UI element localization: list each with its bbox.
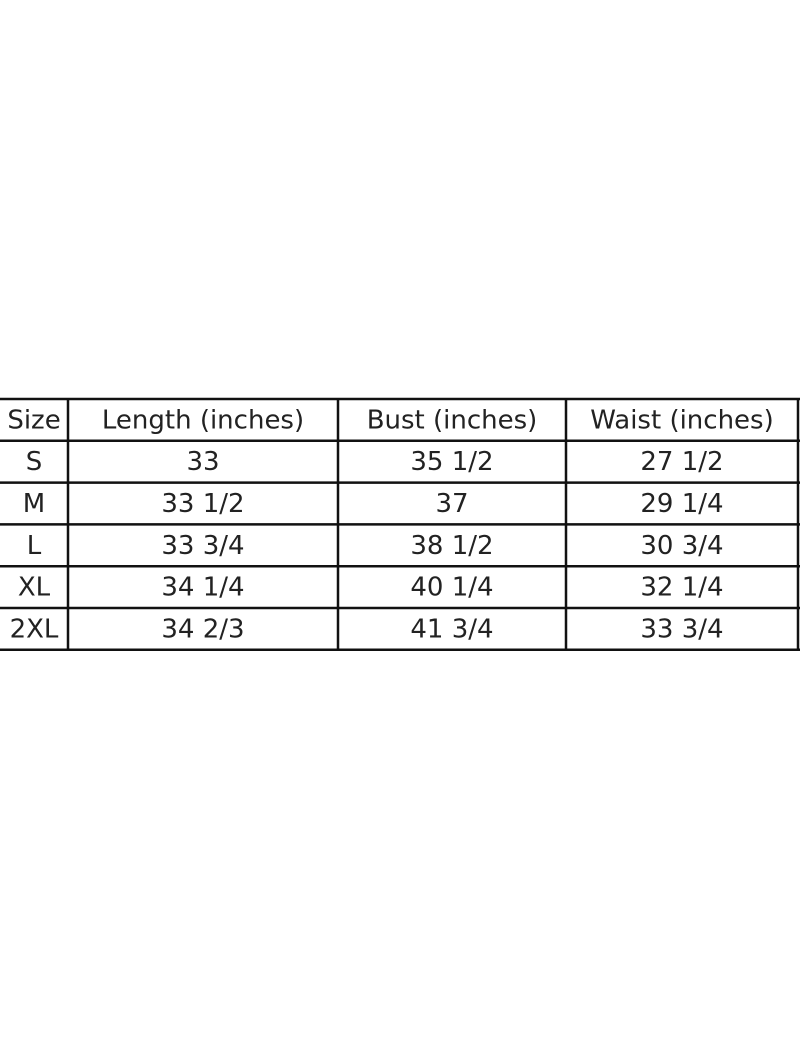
- measure-cell: 38 1/2: [410, 531, 493, 561]
- header-cell: Length (inches): [102, 405, 304, 435]
- header-cell: Waist (inches): [590, 405, 774, 435]
- measure-cell: 33: [186, 447, 219, 477]
- size-cell: S: [26, 447, 43, 477]
- size-cell: 2XL: [10, 614, 59, 644]
- measure-cell: 33 3/4: [640, 614, 723, 644]
- header-cell: Bust (inches): [367, 405, 538, 435]
- measure-cell: 29 1/4: [640, 489, 723, 519]
- measure-cell: 30 3/4: [640, 531, 723, 561]
- measure-cell: 27 1/2: [640, 447, 723, 477]
- measure-cell: 41 3/4: [410, 614, 493, 644]
- measure-cell: 33 3/4: [161, 531, 244, 561]
- measure-cell: 34 1/4: [161, 573, 244, 603]
- measure-cell: 35 1/2: [410, 447, 493, 477]
- table-cells: Size Length (inches) Bust (inches) Waist (i…: [7, 405, 773, 644]
- measure-cell: 34 2/3: [161, 614, 244, 644]
- size-cell: XL: [18, 573, 51, 603]
- measure-cell: 37: [435, 489, 468, 519]
- size-cell: L: [27, 531, 42, 561]
- table-grid: [0, 397, 800, 652]
- measure-cell: 32 1/4: [640, 573, 723, 603]
- header-cell: Size: [7, 405, 60, 435]
- measure-cell: 33 1/2: [161, 489, 244, 519]
- size-cell: M: [23, 489, 45, 519]
- measure-cell: 40 1/4: [410, 573, 493, 603]
